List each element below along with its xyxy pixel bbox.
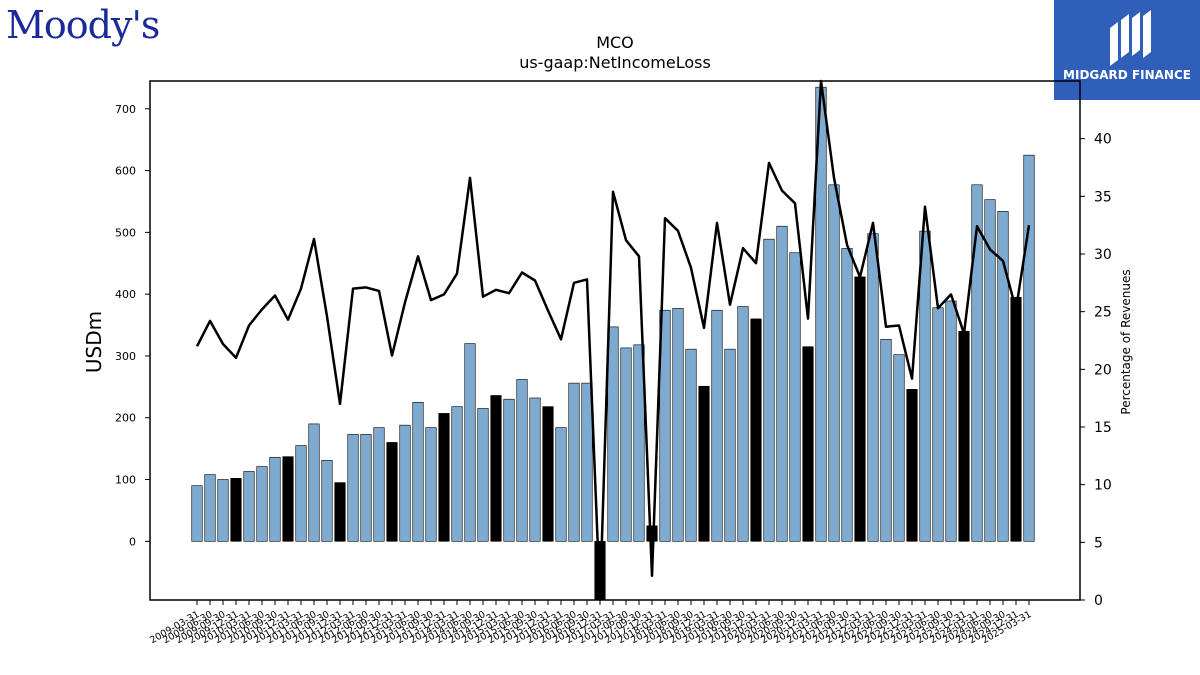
y-axis-ticks: 0 100 200 300 400 500 600 700 — [115, 103, 150, 548]
bar — [776, 225, 788, 542]
percentage-line — [195, 79, 1031, 602]
bar — [438, 413, 450, 542]
bar — [269, 456, 281, 542]
bar — [984, 199, 996, 542]
bar — [893, 354, 905, 542]
y2-tick-label: 10 — [1094, 478, 1112, 494]
moodys-logo: Moody's — [6, 2, 181, 48]
bar — [685, 348, 697, 542]
bar — [945, 300, 957, 542]
bar — [217, 479, 229, 542]
y2-tick-label: 15 — [1094, 420, 1112, 436]
bar — [516, 379, 528, 542]
bar — [750, 318, 762, 542]
bar — [620, 347, 632, 542]
bar — [633, 344, 645, 542]
bar — [724, 348, 736, 542]
bar — [308, 423, 320, 542]
y-axis-label: USDm — [82, 311, 106, 373]
bar — [321, 460, 333, 542]
bar-series — [191, 86, 1035, 601]
bar — [295, 445, 307, 542]
bar — [282, 456, 294, 542]
bar — [919, 230, 931, 542]
bar — [191, 485, 203, 542]
bar — [789, 252, 801, 542]
bar — [802, 346, 814, 542]
y2-tick-label: 35 — [1094, 189, 1112, 205]
bar — [425, 427, 437, 542]
bar — [1010, 296, 1022, 542]
bar — [581, 382, 593, 542]
bar — [373, 427, 385, 542]
bar — [529, 397, 541, 542]
bar — [451, 406, 463, 542]
bar — [490, 395, 502, 542]
bar — [334, 482, 346, 542]
y2-tick-label: 20 — [1094, 362, 1112, 378]
bar — [698, 385, 710, 542]
y2-tick-label: 5 — [1094, 535, 1103, 551]
bar — [386, 442, 398, 542]
bar — [841, 248, 853, 542]
bar — [854, 276, 866, 542]
chart-subtitle: us-gaap:NetIncomeLoss — [519, 53, 711, 72]
bar — [867, 233, 879, 542]
x-axis-ticks: 2009-03-312009-06-302009-09-302009-12-31… — [148, 600, 1034, 646]
bar — [672, 308, 684, 542]
bar — [828, 184, 840, 542]
midgard-finance-logo: MIDGARD FINANCE — [1054, 0, 1200, 100]
bar — [997, 211, 1009, 542]
bar — [646, 525, 658, 542]
bar — [243, 471, 255, 542]
bar — [568, 382, 580, 542]
midgard-finance-name: MIDGARD FINANCE — [1063, 68, 1191, 82]
bar — [412, 401, 424, 542]
bar — [503, 398, 515, 542]
midgard-monogram-icon — [1110, 10, 1151, 66]
bar — [204, 474, 216, 542]
bar — [737, 306, 749, 542]
y-tick-label: 400 — [115, 288, 136, 301]
y2-axis-label: Percentage of Revenues — [1119, 269, 1133, 414]
bar — [711, 309, 723, 542]
bar — [659, 309, 671, 542]
y-tick-label: 600 — [115, 165, 136, 178]
bar — [607, 326, 619, 542]
bar — [1023, 154, 1035, 542]
chart-title: MCO — [596, 33, 634, 52]
moodys-logo-text: Moody's — [6, 3, 160, 47]
bar — [932, 307, 944, 542]
y-tick-label: 700 — [115, 103, 136, 116]
y2-axis-ticks: 0 5 10 15 20 25 30 35 40 — [1080, 132, 1112, 609]
bar — [399, 424, 411, 542]
line-series — [195, 79, 1031, 602]
y-tick-label: 100 — [115, 474, 136, 487]
bar — [880, 338, 892, 542]
y2-tick-label: 30 — [1094, 247, 1112, 263]
y2-tick-label: 0 — [1094, 593, 1103, 609]
y-tick-label: 300 — [115, 350, 136, 363]
y2-tick-label: 40 — [1094, 132, 1112, 148]
bar — [906, 389, 918, 542]
plot-frame — [149, 80, 1081, 601]
bar — [347, 434, 359, 542]
bar — [464, 343, 476, 542]
bar — [971, 184, 983, 542]
bar — [958, 330, 970, 542]
bar — [477, 408, 489, 542]
bar — [256, 466, 268, 542]
bar — [555, 427, 567, 542]
bar — [542, 406, 554, 542]
y-tick-label: 500 — [115, 226, 136, 239]
y-tick-label: 0 — [129, 535, 136, 548]
y-tick-label: 200 — [115, 412, 136, 425]
bar — [360, 434, 372, 542]
y2-tick-label: 25 — [1094, 305, 1112, 321]
bar — [230, 477, 242, 542]
bar — [763, 238, 775, 542]
